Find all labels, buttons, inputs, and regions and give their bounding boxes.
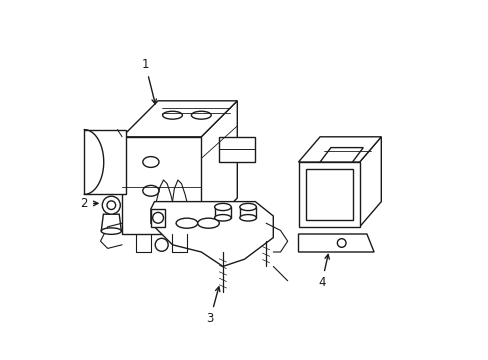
Ellipse shape: [142, 157, 159, 167]
Circle shape: [155, 238, 168, 251]
Ellipse shape: [214, 215, 231, 221]
Ellipse shape: [163, 111, 182, 119]
Ellipse shape: [197, 218, 219, 228]
Circle shape: [107, 201, 115, 210]
Circle shape: [102, 196, 120, 214]
Text: 4: 4: [318, 255, 329, 289]
Polygon shape: [214, 207, 231, 218]
Circle shape: [337, 239, 346, 247]
Ellipse shape: [239, 203, 256, 211]
Polygon shape: [219, 137, 255, 162]
Ellipse shape: [191, 111, 211, 119]
Polygon shape: [298, 137, 381, 162]
Circle shape: [152, 212, 163, 223]
Polygon shape: [151, 209, 165, 227]
Ellipse shape: [239, 215, 256, 221]
Ellipse shape: [101, 228, 121, 234]
Ellipse shape: [176, 218, 197, 228]
Ellipse shape: [142, 185, 159, 196]
Polygon shape: [201, 101, 237, 234]
Polygon shape: [122, 101, 237, 137]
Polygon shape: [101, 214, 121, 231]
Polygon shape: [239, 207, 256, 218]
Polygon shape: [122, 137, 201, 234]
Text: 3: 3: [206, 287, 220, 325]
Text: 1: 1: [142, 58, 156, 104]
Polygon shape: [298, 162, 359, 227]
Polygon shape: [298, 234, 373, 252]
Polygon shape: [84, 130, 125, 194]
Polygon shape: [151, 202, 273, 266]
Text: 2: 2: [81, 197, 98, 210]
Polygon shape: [359, 137, 381, 227]
Polygon shape: [305, 169, 352, 220]
Ellipse shape: [214, 203, 231, 211]
Polygon shape: [320, 148, 363, 162]
